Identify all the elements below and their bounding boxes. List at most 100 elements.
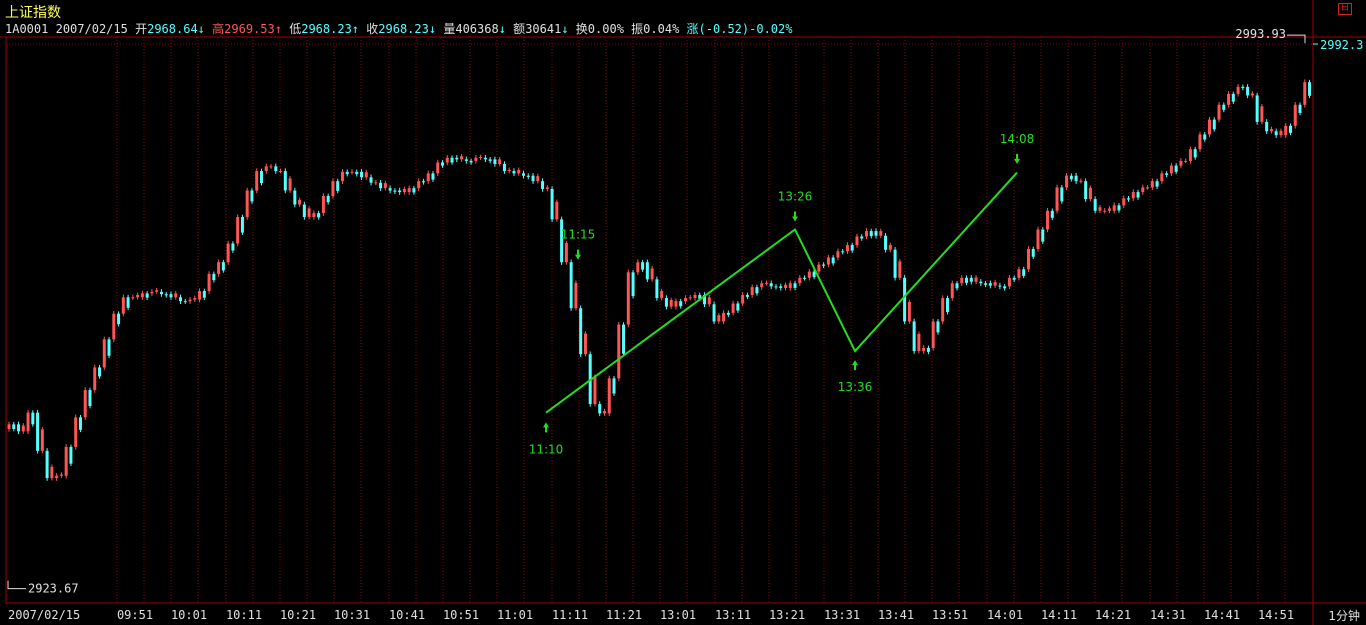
candle-body	[88, 390, 92, 407]
candle-body	[1031, 248, 1035, 257]
candle-body	[340, 171, 344, 182]
candle-body	[1288, 125, 1292, 133]
candle-body	[202, 291, 206, 298]
candle-body	[479, 157, 483, 159]
ohlc-bar: 1A0001 2007/02/15 开2968.64↓ 高2969.53↑ 低2…	[5, 20, 792, 37]
time-axis-label: 14:31	[1150, 608, 1186, 622]
candle-body	[1198, 134, 1202, 150]
restore-window-icon[interactable]: 日	[1338, 3, 1352, 15]
candle-body	[1227, 93, 1231, 105]
candle-body	[374, 182, 378, 184]
candle-body	[893, 249, 897, 278]
time-axis-label: 10:11	[226, 608, 262, 622]
candle-body	[526, 175, 530, 177]
candle-body	[355, 171, 359, 175]
candle-body	[59, 474, 63, 476]
candle-body	[1136, 192, 1140, 198]
candle-body	[860, 236, 864, 239]
candle-body	[1269, 128, 1273, 132]
candle-body	[712, 304, 716, 322]
candle-body	[236, 217, 240, 244]
candle-body	[550, 188, 554, 220]
change-value: (-0.52)-0.02%	[698, 22, 793, 36]
volume-value: 406368	[455, 22, 499, 36]
candle-body	[841, 251, 845, 253]
high-label: 高	[212, 22, 225, 36]
candle-body	[50, 466, 54, 479]
candle-body	[388, 188, 392, 191]
candle-body	[683, 298, 687, 302]
candle-body	[941, 298, 945, 322]
candle-body	[555, 201, 559, 220]
time-axis-label: 13:01	[660, 608, 696, 622]
candle-body	[617, 324, 621, 379]
candle-body	[531, 175, 535, 182]
candle-body	[1050, 210, 1054, 218]
candle-body	[1007, 277, 1011, 287]
candle-body	[460, 156, 464, 160]
time-axis-label: 14:01	[987, 608, 1023, 622]
candle-body	[102, 339, 106, 368]
candle-body	[793, 283, 797, 288]
candle-body	[631, 272, 635, 297]
candle-body	[464, 159, 468, 161]
candle-body	[693, 294, 697, 299]
candle-body	[364, 172, 368, 178]
candle-body	[779, 286, 783, 288]
candle-body	[255, 171, 259, 191]
candle-body	[583, 333, 587, 355]
time-axis-label: 11:11	[552, 608, 588, 622]
candle-body	[517, 169, 521, 174]
candle-body	[164, 294, 168, 296]
candle-body	[121, 297, 125, 314]
candle-body	[107, 339, 111, 356]
high-value: 2969.53	[224, 22, 275, 36]
candle-body	[1141, 187, 1145, 193]
candle-body	[217, 262, 221, 274]
candle-body	[488, 159, 492, 161]
candle-body	[264, 166, 268, 172]
candle-body	[912, 321, 916, 352]
candle-body	[1174, 165, 1178, 172]
candle-body	[274, 166, 278, 172]
candle-body	[1107, 208, 1111, 211]
candle-body	[1060, 187, 1064, 202]
candle-body	[498, 159, 502, 165]
candle-body	[1212, 119, 1216, 130]
candle-body	[1160, 173, 1164, 182]
candle-body	[650, 268, 654, 280]
candle-body	[436, 162, 440, 174]
candle-body	[178, 297, 182, 302]
candle-body	[645, 262, 649, 280]
candle-body	[884, 235, 888, 250]
candle-body	[221, 262, 225, 271]
candle-body	[817, 264, 821, 272]
candle-body	[864, 231, 868, 237]
candle-body	[326, 195, 330, 203]
candle-body	[1279, 130, 1283, 136]
period-label[interactable]: 1分钟	[1328, 609, 1360, 623]
down-arrow-icon: ↓	[498, 22, 506, 36]
candle-body	[726, 312, 730, 315]
candle-body	[807, 271, 811, 278]
candle-body	[612, 378, 616, 394]
candle-body	[407, 188, 411, 193]
turnover-label: 换	[575, 22, 588, 36]
candle-body	[183, 301, 187, 303]
candle-body	[174, 293, 178, 298]
time-axis-label: 10:01	[171, 608, 207, 622]
candle-body	[1069, 175, 1073, 180]
candle-body	[955, 283, 959, 289]
time-axis-label: 14:51	[1258, 608, 1294, 622]
candle-body	[1217, 104, 1221, 120]
candle-body	[455, 157, 459, 160]
candle-body	[336, 181, 340, 191]
time-axis-label: 10:41	[389, 608, 425, 622]
candle-body	[907, 301, 911, 322]
candle-body	[826, 257, 830, 265]
amount-label: 额	[513, 22, 526, 36]
candle-body	[78, 417, 82, 430]
candle-body	[755, 287, 759, 294]
open-value: 2968.64	[147, 22, 198, 36]
